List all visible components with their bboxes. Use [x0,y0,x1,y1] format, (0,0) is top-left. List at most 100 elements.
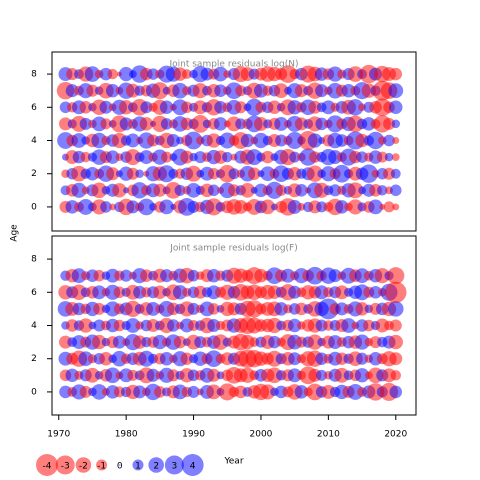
bubble [99,351,113,366]
legend-label: 2 [153,462,159,472]
bubble [100,118,112,130]
legend-bubble [36,454,58,476]
bubble [105,150,120,164]
bubble [328,269,342,283]
bubble [228,168,240,180]
bubble [126,200,140,214]
bubble [86,84,99,97]
bubble [389,352,403,366]
y-tick-label: 2 [31,354,37,364]
panel-title: Joint sample residuals log(F) [169,244,297,254]
bubble [295,184,308,197]
bubble [368,199,383,215]
bubble [92,334,107,350]
bubble [77,198,94,215]
bubble [125,133,140,148]
bubble [355,302,369,316]
bubble [390,370,401,381]
bubble [208,167,220,180]
bubble [213,66,228,82]
bubble [329,184,342,197]
bubble [106,167,120,181]
bubble [387,267,405,285]
bubble [391,119,401,129]
legend-bubble [55,455,75,475]
y-tick-label: 4 [31,136,37,146]
x-axis-label: Year [223,457,243,467]
bubble [206,133,221,148]
bubble [107,68,118,80]
bubble [359,164,379,183]
bubble [125,318,141,333]
bubble [109,203,117,211]
bubble [260,199,276,215]
bubble [287,199,302,214]
bubble [207,318,221,333]
bubble [369,286,382,299]
bubble [390,184,402,197]
bubble [180,150,194,164]
bubble [154,386,166,398]
bubble [208,184,220,197]
bubble [58,117,72,131]
bubble [93,269,105,282]
bubble [274,302,288,316]
bubble [79,385,92,398]
bubble [374,268,390,284]
bubble [316,369,328,381]
bubble [347,199,363,215]
bubble [71,182,87,198]
bubble [159,199,174,215]
bubble [113,319,126,332]
legend-bubble [75,457,92,473]
y-tick-label: 6 [31,288,37,298]
bubble [289,151,301,163]
bubble [139,117,154,131]
bubble [92,285,107,300]
bubble [392,137,400,144]
bubble [147,68,159,80]
bubble [384,152,394,162]
bubble [213,117,228,131]
bubble [84,66,101,82]
legend-label: 4 [190,462,196,472]
y-tick-label: 0 [31,202,37,212]
bubble [159,100,174,115]
bubble [260,384,276,400]
bubble [383,117,396,130]
bubble [79,101,92,114]
bubble [307,334,323,350]
bubble [234,101,247,114]
bubble [138,198,155,216]
bubble [363,319,375,332]
panel-title: Joint sample residuals log(N) [168,60,298,70]
bubble [186,182,201,198]
bubble [389,67,403,81]
bubble [166,133,180,148]
bubble [208,303,220,315]
bubble [206,384,222,400]
x-tick-label: 1990 [182,430,205,440]
bubble [100,201,112,213]
bubble [315,84,329,98]
bubble [91,132,107,149]
bubble [151,82,169,100]
bubble [181,69,192,80]
bubble [112,335,126,349]
bubble [327,66,343,82]
bubble [275,134,288,147]
bubble [91,182,107,199]
bubble [287,368,302,383]
bubble [99,100,113,114]
legend-label: 3 [172,462,178,472]
bubble [172,285,188,300]
bubble [139,150,154,165]
legend-label: -1 [97,462,106,472]
bubble [85,367,100,383]
x-tick-label: 2010 [317,430,340,440]
bubble [341,318,356,333]
bubble [246,149,263,166]
bubble [146,368,160,382]
bubble [387,301,404,317]
